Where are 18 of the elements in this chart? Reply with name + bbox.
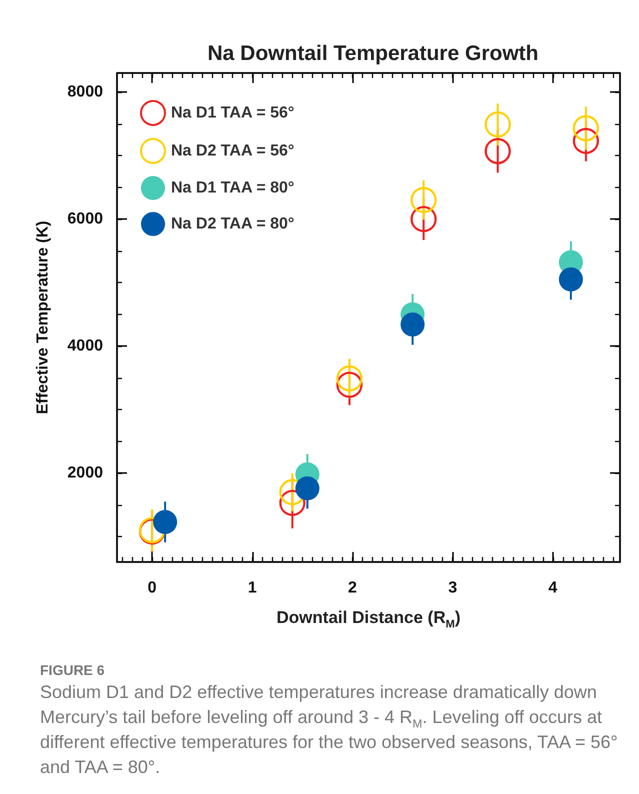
legend-label: Na D1 TAA = 80° <box>171 180 294 196</box>
x-tick-label: 3 <box>448 580 458 596</box>
x-tick-label: 4 <box>548 580 558 596</box>
caption: FIGURE 6 <box>40 661 106 680</box>
y-tick-label: 4000 <box>67 338 104 355</box>
y-axis-title: Effective Temperature (K) <box>34 220 52 414</box>
x-tick-label: 0 <box>148 580 157 596</box>
legend-label: Na D2 TAA = 56° <box>171 142 294 160</box>
x-axis-title: Downtail Distance (R$_{M}$) <box>276 608 462 630</box>
x-tick-label: 1 <box>248 580 257 596</box>
legend-label: Na D1 TAA = 56° <box>171 104 294 122</box>
y-tick-label: 6000 <box>67 210 104 228</box>
y-tick-label: 2000 <box>67 464 104 482</box>
x-tick-label: 2 <box>348 580 358 596</box>
text: Sodium D1 and D2 effective temperatures increase dramatically down Mercury’s tail before leveling off around 3 - 4 R$_{M}$. Leveling off occurs at different effective temperatures for the two observed seasons, TAA = 56° and TAA = 80°. <box>40 681 619 779</box>
legend-label: Na D2 TAA = 80° <box>171 216 294 232</box>
chart-title: Na Downtail Temperature Growth <box>208 42 538 65</box>
y-tick-label: 8000 <box>67 84 104 101</box>
